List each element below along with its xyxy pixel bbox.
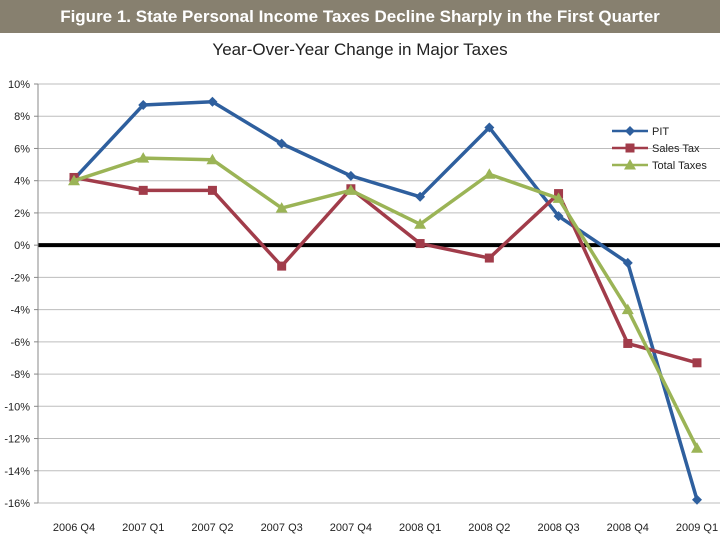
data-point-sales-tax — [484, 253, 494, 263]
series-total-taxes — [68, 152, 703, 453]
data-point-sales-tax — [207, 185, 217, 195]
legend-marker-pit — [625, 126, 635, 136]
data-point-total-taxes — [137, 152, 150, 163]
x-tick-label: 2008 Q3 — [537, 522, 579, 534]
data-point-sales-tax — [692, 358, 702, 368]
y-tick-label: -4% — [10, 305, 30, 317]
legend-marker-sales-tax — [625, 143, 635, 153]
series-line-sales-tax — [73, 175, 698, 365]
y-tick-label: -8% — [10, 369, 30, 381]
data-point-total-taxes — [344, 184, 357, 195]
data-point-pit — [415, 191, 426, 202]
x-tick-label: 2008 Q2 — [468, 522, 510, 534]
chart-container: Year-Over-Year Change in Major Taxes 10%… — [0, 33, 720, 540]
data-point-total-taxes — [414, 218, 427, 229]
y-tick-label: 2% — [14, 208, 30, 220]
figure-banner: Figure 1. State Personal Income Taxes De… — [0, 0, 720, 33]
y-tick-label: -12% — [4, 434, 30, 446]
series-sales-tax — [69, 172, 702, 368]
x-tick-label: 2007 Q4 — [330, 522, 372, 534]
legend-label-total-taxes: Total Taxes — [652, 160, 707, 172]
y-tick-label: 4% — [14, 176, 30, 188]
legend-marker-total-taxes — [624, 159, 636, 170]
data-point-pit — [276, 138, 287, 149]
y-tick-label: -14% — [4, 466, 30, 478]
data-point-total-taxes — [275, 202, 288, 213]
y-tick-label: 0% — [14, 240, 30, 252]
y-tick-label: 6% — [14, 143, 30, 155]
data-point-pit — [345, 170, 356, 181]
data-point-total-taxes — [483, 168, 496, 179]
legend-item-total-taxes: Total Taxes — [612, 159, 707, 172]
x-tick-label: 2008 Q4 — [607, 522, 649, 534]
x-tick-label: 2006 Q4 — [53, 522, 95, 534]
data-point-pit — [622, 257, 633, 268]
data-point-total-taxes — [68, 174, 80, 186]
chart-title: Year-Over-Year Change in Major Taxes — [212, 40, 507, 59]
data-point-pit — [207, 96, 218, 107]
data-point-pit — [138, 99, 149, 110]
data-point-sales-tax — [277, 261, 287, 271]
x-tick-label: 2007 Q2 — [191, 522, 233, 534]
series-line-pit — [72, 99, 699, 501]
data-point-pit — [692, 494, 702, 505]
axis-layer: 10% 8% 6% 4% 2% 0% -2% -4% -6% -8% -10% -12% -14% -16… — [4, 79, 718, 534]
data-point-pit — [484, 122, 495, 133]
data-point-sales-tax — [415, 239, 425, 249]
x-tick-label: 2008 Q1 — [399, 522, 441, 534]
series-line-total-taxes — [73, 156, 699, 449]
data-point-total-taxes — [206, 153, 219, 165]
data-point-total-taxes — [621, 303, 634, 315]
x-tick-label: 2007 Q3 — [261, 522, 303, 534]
data-point-total-taxes — [691, 442, 703, 453]
data-point-pit — [553, 211, 564, 222]
line-chart: Year-Over-Year Change in Major Taxes 10%… — [4, 40, 720, 534]
data-point-sales-tax — [138, 185, 148, 195]
y-tick-label: -6% — [10, 337, 30, 349]
y-tick-label: -10% — [4, 401, 30, 413]
chart-legend: PIT Sales Tax Total Taxes — [612, 126, 707, 172]
x-tick-label: 2009 Q1 — [676, 522, 718, 534]
legend-item-sales-tax: Sales Tax — [612, 143, 700, 155]
data-point-sales-tax — [623, 338, 633, 348]
legend-label-sales-tax: Sales Tax — [652, 143, 700, 155]
legend-item-pit: PIT — [612, 126, 669, 138]
y-tick-label: -2% — [10, 272, 30, 284]
y-tick-label: 8% — [14, 111, 30, 123]
y-tick-label: -16% — [4, 498, 30, 510]
x-tick-label: 2007 Q1 — [122, 522, 164, 534]
series-layer — [68, 96, 703, 505]
legend-label-pit: PIT — [652, 126, 669, 138]
data-point-total-taxes — [552, 192, 565, 203]
y-tick-label: 10% — [8, 79, 30, 91]
